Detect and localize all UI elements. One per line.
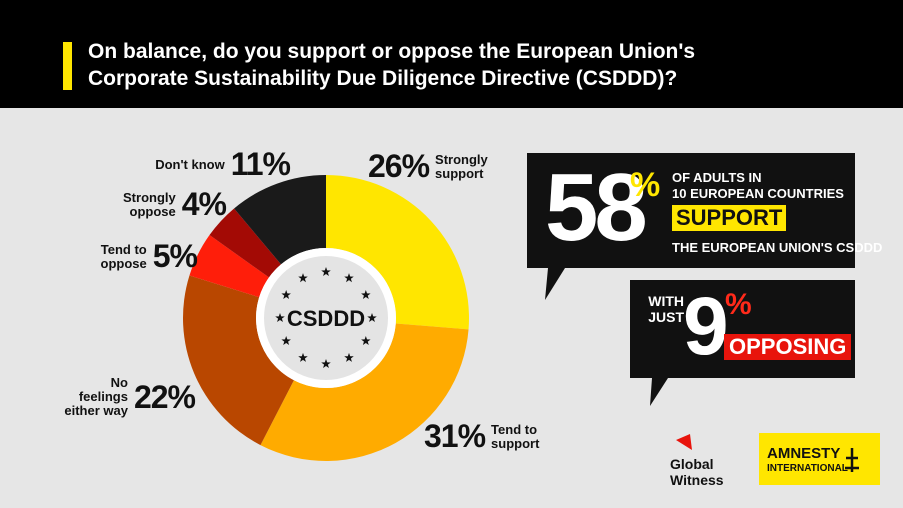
slice-label: Strongly oppose 4% bbox=[106, 186, 227, 223]
support-pct: % bbox=[630, 166, 661, 204]
support-highlight: SUPPORT bbox=[672, 205, 787, 231]
category-label: Strongly oppose bbox=[123, 189, 176, 219]
amnesty-sub: INTERNATIONAL bbox=[767, 463, 848, 474]
chart-title: On balance, do you support or oppose the… bbox=[88, 40, 696, 90]
support-line3: THE EUROPEAN UNION'S CSDDD bbox=[672, 240, 883, 255]
star bbox=[298, 273, 308, 283]
star bbox=[344, 352, 354, 362]
star bbox=[281, 290, 291, 300]
value-label: 22% bbox=[133, 378, 196, 415]
oppose-pct: % bbox=[725, 288, 752, 321]
slice-label: Don't know 11% bbox=[155, 146, 291, 183]
support-line2: 10 EUROPEAN COUNTRIES bbox=[672, 186, 844, 201]
slice bbox=[183, 275, 294, 446]
star bbox=[275, 313, 285, 323]
slice bbox=[209, 208, 282, 278]
center-label: CSDDD bbox=[287, 306, 365, 331]
slice-label: Tend to oppose 5% bbox=[77, 238, 198, 275]
amnesty-candle bbox=[845, 448, 859, 472]
category-label: Tend to oppose bbox=[100, 241, 147, 271]
star bbox=[344, 273, 354, 283]
slice bbox=[260, 323, 469, 461]
star bbox=[367, 313, 377, 323]
oppose-big: 9 bbox=[683, 281, 729, 372]
category-label: Strongly support bbox=[435, 151, 488, 181]
center-disc bbox=[256, 248, 396, 388]
value-label: 11% bbox=[230, 146, 291, 182]
value-label: 26% bbox=[368, 148, 430, 184]
slice-label: No feelings either way 22% bbox=[58, 375, 196, 418]
amnesty-box bbox=[759, 433, 880, 485]
star bbox=[321, 267, 331, 277]
star bbox=[321, 359, 331, 369]
header bbox=[0, 0, 903, 108]
oppose-pre: WITH JUST bbox=[648, 293, 684, 325]
star bbox=[298, 352, 308, 362]
slice-label: Tend to support 31% bbox=[424, 418, 561, 455]
amnesty-logo: AMNESTY bbox=[767, 445, 841, 462]
global-witness-icon bbox=[676, 434, 692, 450]
value-label: 5% bbox=[152, 238, 198, 274]
slice bbox=[234, 175, 326, 265]
slice bbox=[189, 235, 269, 298]
category-label: Don't know bbox=[155, 156, 225, 172]
global-witness-logo: Global Witness bbox=[670, 456, 724, 488]
support-line1: OF ADULTS IN bbox=[672, 170, 762, 185]
star bbox=[281, 336, 291, 346]
slice bbox=[326, 175, 469, 330]
oppose-highlight: OPPOSING bbox=[724, 334, 852, 360]
accent-bar bbox=[63, 42, 72, 90]
star bbox=[361, 290, 371, 300]
value-label: 4% bbox=[181, 186, 227, 222]
category-label: Tend to support bbox=[491, 421, 540, 451]
slice-label: Strongly support 26% bbox=[368, 148, 505, 185]
star bbox=[361, 336, 371, 346]
value-label: 31% bbox=[424, 418, 486, 454]
support-big: 58 bbox=[545, 154, 648, 261]
category-label: No feelings either way bbox=[64, 375, 128, 418]
